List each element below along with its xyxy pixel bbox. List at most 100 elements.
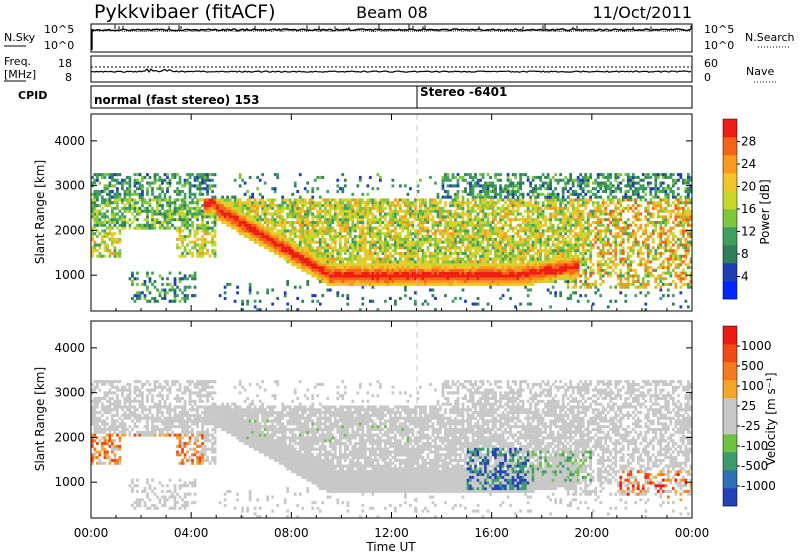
- power-cell: [401, 254, 405, 258]
- power-cell: [261, 240, 265, 244]
- power-cell: [186, 178, 189, 182]
- power-cell: [424, 260, 427, 264]
- power-cell: [303, 237, 307, 241]
- power-cell: [481, 173, 485, 177]
- power-cell: [316, 218, 320, 222]
- power-cell: [534, 201, 537, 205]
- power-cell: [101, 254, 104, 258]
- power-cell: [383, 223, 387, 227]
- power-cell: [476, 235, 480, 239]
- power-cell: [486, 237, 490, 241]
- power-cell: [599, 265, 603, 270]
- power-cell: [116, 195, 119, 199]
- power-cell: [128, 223, 132, 227]
- power-cell: [414, 291, 417, 295]
- power-cell: [236, 285, 239, 289]
- power-cell: [441, 215, 445, 219]
- power-cell: [429, 237, 432, 241]
- power-cell: [203, 206, 207, 210]
- power-cell: [221, 206, 224, 210]
- power-cell: [258, 218, 262, 222]
- power-cell: [206, 192, 209, 196]
- power-cell: [569, 280, 573, 284]
- power-cell: [281, 254, 285, 258]
- power-cell: [91, 237, 94, 241]
- power-cell: [594, 220, 598, 224]
- power-cell: [466, 201, 470, 205]
- power-cell: [434, 229, 437, 233]
- power-cell: [348, 280, 352, 284]
- power-cell: [96, 249, 99, 253]
- power-cell: [323, 251, 327, 255]
- power-cell: [211, 237, 214, 241]
- power-cell: [396, 280, 400, 284]
- power-cell: [574, 268, 578, 272]
- power-cell: [401, 260, 405, 264]
- power-cell: [273, 189, 277, 194]
- power-cell: [236, 218, 239, 222]
- power-cell: [178, 288, 182, 292]
- power-cell: [586, 243, 590, 247]
- power-cell: [363, 257, 367, 261]
- power-cell: [411, 260, 415, 264]
- power-cell: [591, 212, 595, 216]
- power-cell: [426, 280, 430, 284]
- power-cell: [266, 288, 270, 292]
- power-cell: [509, 209, 512, 213]
- power-cell: [389, 212, 392, 216]
- power-cell: [373, 198, 377, 202]
- power-cell: [431, 280, 435, 284]
- power-cell: [471, 280, 475, 284]
- power-cell: [291, 201, 295, 205]
- power-cell: [278, 220, 282, 224]
- power-cell: [316, 251, 320, 255]
- power-cell: [123, 195, 127, 199]
- power-cell: [416, 240, 420, 244]
- power-cell: [514, 218, 517, 222]
- power-cell: [506, 235, 510, 239]
- power-cell: [464, 187, 467, 191]
- power-cell: [123, 192, 127, 196]
- power-cell: [348, 268, 352, 272]
- power-cell: [306, 282, 310, 286]
- power-cell: [376, 246, 380, 250]
- power-cell: [188, 274, 192, 278]
- power-cell: [386, 282, 390, 286]
- power-cell: [386, 240, 390, 244]
- power-cell: [148, 175, 152, 179]
- power-cell: [581, 201, 585, 205]
- power-cell: [353, 240, 357, 244]
- power-cell: [171, 175, 174, 179]
- power-cell: [469, 187, 472, 191]
- power-cell: [461, 243, 465, 247]
- power-cell: [524, 226, 527, 230]
- power-cell: [103, 187, 107, 191]
- power-cell: [303, 246, 307, 250]
- power-cell: [409, 260, 412, 264]
- power-cell: [356, 209, 360, 213]
- power-cell: [151, 220, 154, 224]
- power-cell: [168, 195, 172, 199]
- power-cell: [429, 251, 432, 255]
- power-cell: [564, 263, 568, 267]
- power-cell: [298, 173, 302, 177]
- power-cell: [424, 271, 427, 275]
- power-cell: [93, 220, 97, 224]
- power-cell: [318, 215, 322, 219]
- power-cell: [151, 206, 154, 210]
- power-cell: [459, 206, 462, 210]
- power-cell: [466, 243, 470, 247]
- power-cell: [556, 254, 560, 258]
- power-cell: [394, 237, 397, 241]
- power-cell: [306, 249, 310, 253]
- power-cell: [576, 184, 580, 188]
- power-cell: [549, 206, 553, 210]
- power-cell: [461, 226, 465, 230]
- power-cell: [341, 198, 345, 202]
- power-cell: [404, 277, 407, 281]
- power-cell: [228, 215, 232, 219]
- power-cell: [396, 232, 400, 236]
- power-cell: [514, 268, 517, 272]
- power-cell: [546, 288, 550, 292]
- power-cell: [389, 268, 392, 272]
